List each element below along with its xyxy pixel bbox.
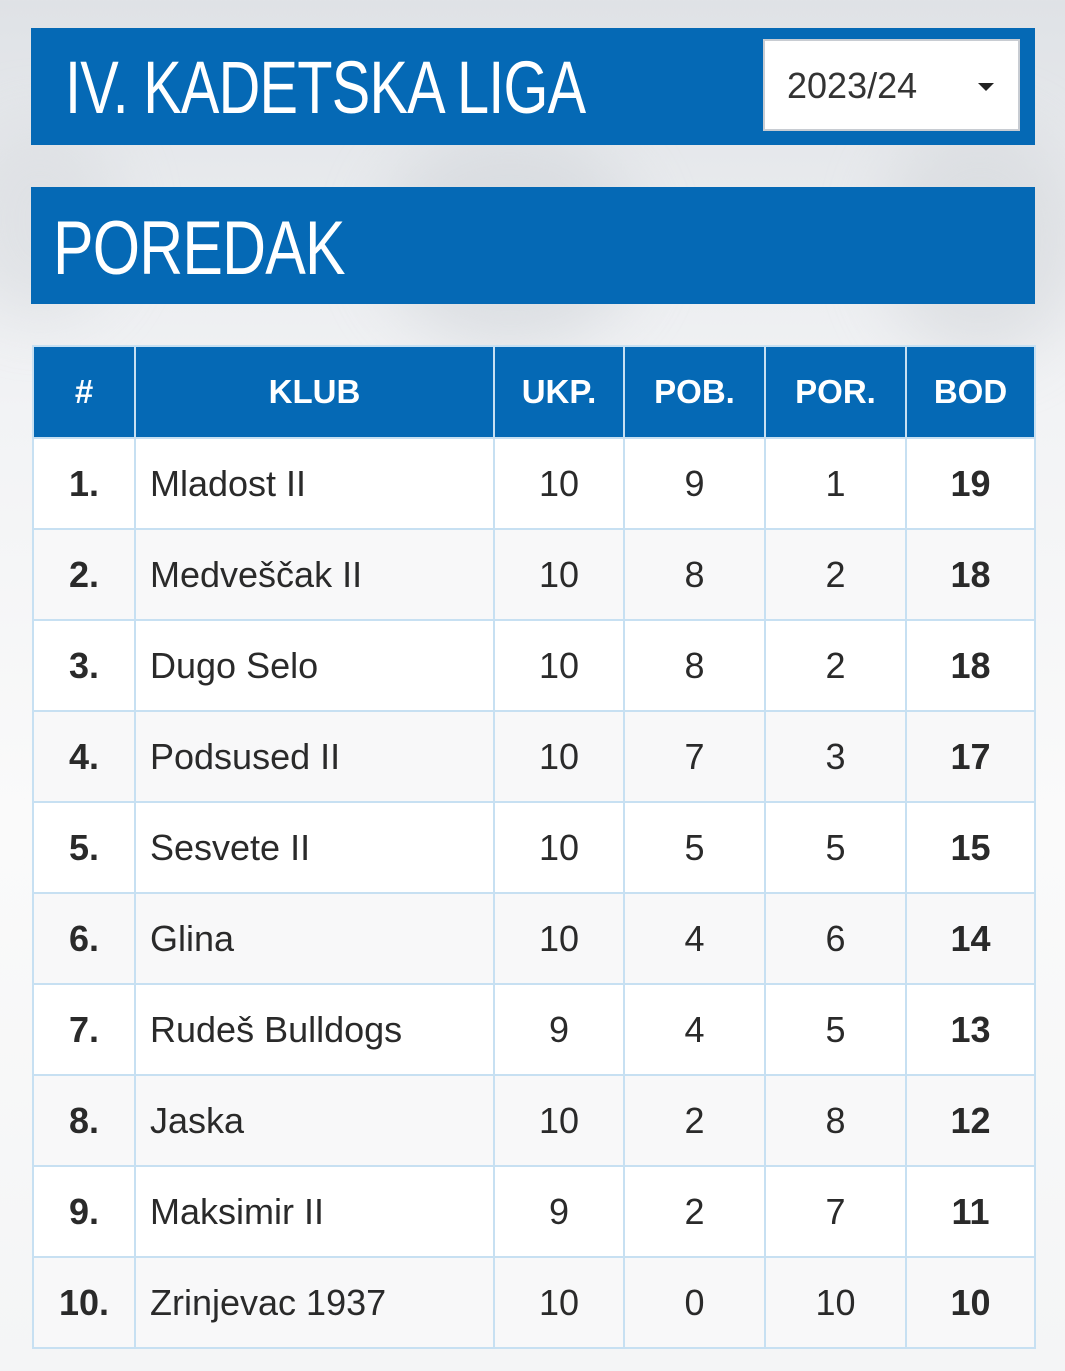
points-cell: 14 (905, 892, 1036, 985)
points-cell: 12 (905, 1074, 1036, 1167)
points-cell: 13 (905, 983, 1036, 1076)
club-cell: Mladost II (134, 437, 495, 530)
rank-cell: 2. (32, 528, 136, 621)
won-cell: 4 (623, 892, 766, 985)
column-header-rank: # (32, 345, 136, 439)
points-cell: 11 (905, 1165, 1036, 1258)
club-cell: Sesvete II (134, 801, 495, 894)
played-cell: 10 (493, 1256, 625, 1349)
table-header-row: # KLUB UKP. POB. POR. BOD (32, 345, 1036, 439)
table-row: 5. Sesvete II 10 5 5 15 (32, 801, 1036, 894)
lost-cell: 8 (764, 1074, 907, 1167)
won-cell: 2 (623, 1074, 766, 1167)
club-cell: Zrinjevac 1937 (134, 1256, 495, 1349)
column-header-points: BOD (905, 345, 1036, 439)
club-cell: Glina (134, 892, 495, 985)
table-row: 4. Podsused II 10 7 3 17 (32, 710, 1036, 803)
won-cell: 8 (623, 619, 766, 712)
played-cell: 10 (493, 801, 625, 894)
won-cell: 8 (623, 528, 766, 621)
table-row: 9. Maksimir II 9 2 7 11 (32, 1165, 1036, 1258)
column-header-played: UKP. (493, 345, 625, 439)
won-cell: 2 (623, 1165, 766, 1258)
table-row: 6. Glina 10 4 6 14 (32, 892, 1036, 985)
lost-cell: 2 (764, 528, 907, 621)
club-cell: Podsused II (134, 710, 495, 803)
lost-cell: 7 (764, 1165, 907, 1258)
table-row: 7. Rudeš Bulldogs 9 4 5 13 (32, 983, 1036, 1076)
club-cell: Dugo Selo (134, 619, 495, 712)
rank-cell: 8. (32, 1074, 136, 1167)
season-dropdown[interactable]: 2023/24 (763, 39, 1020, 131)
column-header-club: KLUB (134, 345, 495, 439)
won-cell: 0 (623, 1256, 766, 1349)
club-cell: Rudeš Bulldogs (134, 983, 495, 1076)
league-title: IV. KADETSKA LIGA (65, 46, 586, 129)
column-header-lost: POR. (764, 345, 907, 439)
points-cell: 15 (905, 801, 1036, 894)
table-row: 1. Mladost II 10 9 1 19 (32, 437, 1036, 530)
club-cell: Medveščak II (134, 528, 495, 621)
lost-cell: 3 (764, 710, 907, 803)
played-cell: 9 (493, 983, 625, 1076)
table-row: 2. Medveščak II 10 8 2 18 (32, 528, 1036, 621)
points-cell: 19 (905, 437, 1036, 530)
standings-table: # KLUB UKP. POB. POR. BOD 1. Mladost II … (32, 345, 1036, 1349)
lost-cell: 1 (764, 437, 907, 530)
table-row: 8. Jaska 10 2 8 12 (32, 1074, 1036, 1167)
caret-down-icon (978, 83, 994, 91)
club-cell: Maksimir II (134, 1165, 495, 1258)
played-cell: 10 (493, 710, 625, 803)
won-cell: 4 (623, 983, 766, 1076)
club-cell: Jaska (134, 1074, 495, 1167)
section-header: POREDAK (31, 187, 1035, 304)
table-row: 3. Dugo Selo 10 8 2 18 (32, 619, 1036, 712)
played-cell: 10 (493, 437, 625, 530)
lost-cell: 2 (764, 619, 907, 712)
season-selected-value: 2023/24 (787, 65, 918, 106)
played-cell: 10 (493, 619, 625, 712)
played-cell: 10 (493, 892, 625, 985)
rank-cell: 10. (32, 1256, 136, 1349)
rank-cell: 6. (32, 892, 136, 985)
won-cell: 7 (623, 710, 766, 803)
lost-cell: 5 (764, 983, 907, 1076)
won-cell: 5 (623, 801, 766, 894)
rank-cell: 9. (32, 1165, 136, 1258)
rank-cell: 1. (32, 437, 136, 530)
points-cell: 10 (905, 1256, 1036, 1349)
lost-cell: 5 (764, 801, 907, 894)
rank-cell: 5. (32, 801, 136, 894)
section-title: POREDAK (53, 206, 346, 291)
column-header-won: POB. (623, 345, 766, 439)
lost-cell: 6 (764, 892, 907, 985)
points-cell: 18 (905, 619, 1036, 712)
points-cell: 17 (905, 710, 1036, 803)
rank-cell: 7. (32, 983, 136, 1076)
table-row: 10. Zrinjevac 1937 10 0 10 10 (32, 1256, 1036, 1349)
played-cell: 10 (493, 528, 625, 621)
rank-cell: 3. (32, 619, 136, 712)
played-cell: 10 (493, 1074, 625, 1167)
lost-cell: 10 (764, 1256, 907, 1349)
rank-cell: 4. (32, 710, 136, 803)
league-header: IV. KADETSKA LIGA 2023/24 (31, 28, 1035, 145)
points-cell: 18 (905, 528, 1036, 621)
won-cell: 9 (623, 437, 766, 530)
played-cell: 9 (493, 1165, 625, 1258)
